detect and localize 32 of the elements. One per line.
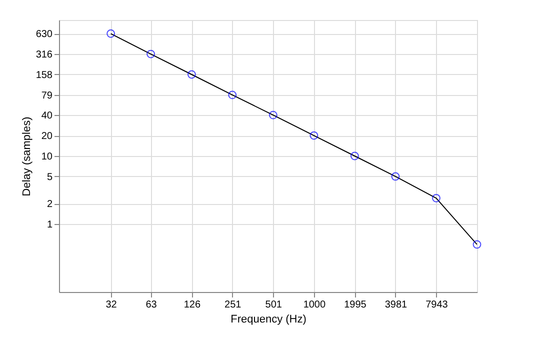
line-series [110,33,477,245]
y-tick-label: 2 [46,199,53,210]
y-tick-label: 158 [36,70,53,81]
x-tick-label: 1995 [344,300,367,310]
x-tick-label: 1000 [303,300,326,310]
y-tick-label: 630 [36,29,53,40]
y-tick-label: 20 [41,131,53,142]
point [228,90,237,100]
y-tick-label: 40 [41,110,53,122]
point [350,152,359,160]
x-tick-label: 63 [146,300,158,310]
point [187,70,196,79]
point [432,194,440,202]
x-tick-label: 7943 [426,300,448,310]
x-tick-label: 251 [224,300,242,310]
x-tick-label: 501 [265,300,282,310]
y-tick-label: 1 [46,220,53,230]
point [472,240,482,249]
y-tick-label: 5 [46,172,53,183]
point [391,172,400,181]
x-tick-label: 32 [106,300,118,310]
x-tick-label: 3981 [384,300,408,310]
point [310,131,318,140]
y-axis-title: Delay (samples) [20,116,33,196]
x-tick-label: 126 [184,300,201,310]
y-tick-label: 79 [41,90,53,102]
y-tick-label: 10 [41,152,53,162]
y-tick-label: 316 [36,50,53,61]
x-axis-title: Frequency (Hz) [230,314,306,326]
point [268,110,278,120]
point [106,29,116,38]
point [146,50,155,58]
